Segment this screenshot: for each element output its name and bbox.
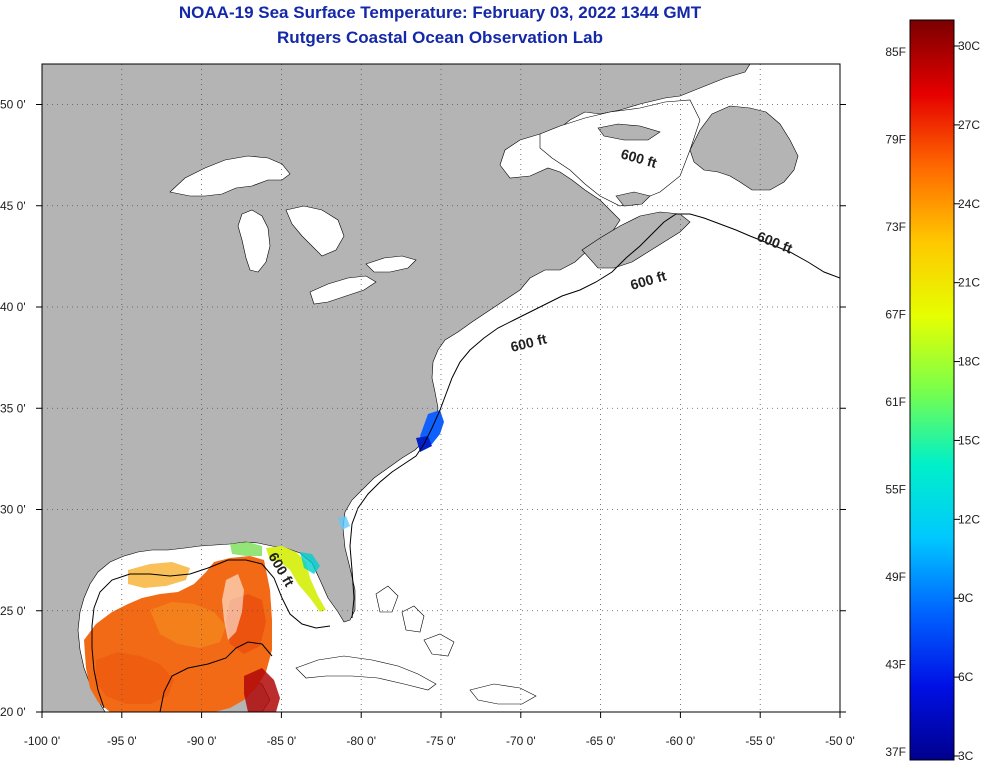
- map-title: NOAA-19 Sea Surface Temperature: Februar…: [40, 0, 840, 50]
- lat-tick-label: 45 0': [0, 199, 26, 213]
- colorbar-fahrenheit-label: 61F: [885, 395, 906, 409]
- anticosti-island: [597, 123, 661, 141]
- latitude-axis: 50 0' 45 0' 40 0' 35 0' 30 0' 25 0' 20 0': [0, 98, 846, 719]
- colorbar-celsius-label: 30C: [958, 39, 980, 53]
- colorbar-fahrenheit-labels: 85F 79F 73F 67F 61F 55F 49F 43F 37F: [885, 45, 906, 759]
- colorbar-fahrenheit-label: 37F: [885, 745, 906, 759]
- lat-tick-label: 35 0': [0, 401, 26, 415]
- isobath-600ft-gulf-south: [159, 641, 273, 712]
- isobath-600ft-east: [349, 213, 840, 619]
- colorbar-celsius-label: 3C: [958, 749, 974, 763]
- gulf-of-st-lawrence: [539, 99, 701, 207]
- lat-tick-label: 40 0': [0, 300, 26, 314]
- isobath-600ft-gulf: [91, 559, 331, 709]
- colorbar-fahrenheit-label: 55F: [885, 483, 906, 497]
- lon-tick-label: -95 0': [107, 734, 137, 748]
- longitude-axis: -100 0' -95 0' -90 0' -85 0' -80 0' -75 0' -70…: [24, 712, 855, 748]
- lon-tick-label: -60 0': [666, 734, 696, 748]
- colorbar-fahrenheit-label: 85F: [885, 45, 906, 59]
- colorbar-celsius-label: 6C: [958, 670, 974, 684]
- colorbar-fahrenheit-label: 79F: [885, 133, 906, 147]
- colorbar-fahrenheit-label: 49F: [885, 570, 906, 584]
- colorbar-fahrenheit-label: 43F: [885, 658, 906, 672]
- lake-ontario: [365, 255, 417, 273]
- colorbar-fahrenheit-label: 73F: [885, 220, 906, 234]
- lat-tick-label: 25 0': [0, 604, 26, 618]
- lake-huron: [285, 205, 345, 257]
- colorbar-celsius-label: 27C: [958, 118, 980, 132]
- lon-tick-label: -50 0': [825, 734, 855, 748]
- bahamas-2: [401, 605, 425, 633]
- colorbar-celsius-label: 18C: [958, 355, 980, 369]
- pei-island: [615, 191, 651, 207]
- title-line-1: NOAA-19 Sea Surface Temperature: Februar…: [178, 3, 702, 22]
- lon-tick-label: -65 0': [586, 734, 616, 748]
- bahamas-1: [375, 585, 399, 613]
- hispaniola: [469, 683, 537, 705]
- lon-tick-label: -80 0': [346, 734, 376, 748]
- lat-tick-label: 30 0': [0, 503, 26, 517]
- lat-tick-label: 20 0': [0, 705, 26, 719]
- lake-superior: [169, 155, 291, 197]
- lake-erie: [309, 275, 377, 305]
- map-grid: [42, 64, 840, 712]
- colorbar: [909, 19, 955, 761]
- colorbar-celsius-label: 12C: [958, 512, 980, 526]
- lon-tick-label: -55 0': [745, 734, 775, 748]
- lon-tick-label: -85 0': [267, 734, 297, 748]
- gulf-sst-data: [84, 542, 326, 712]
- colorbar-celsius-label: 15C: [958, 433, 980, 447]
- colorbar-fahrenheit-label: 67F: [885, 308, 906, 322]
- colorbar-celsius-label: 24C: [958, 197, 980, 211]
- title-line-2: Rutgers Coastal Ocean Observation Lab: [277, 28, 603, 47]
- bahamas-3: [423, 633, 455, 657]
- colorbar-celsius-label: 9C: [958, 591, 974, 605]
- newfoundland: [689, 105, 799, 191]
- colorbar-celsius-labels: 30C 27C 24C 21C 18C 15C 12C 9C 6C 3C: [954, 39, 980, 763]
- colorbar-celsius-label: 21C: [958, 276, 980, 290]
- lake-michigan: [237, 209, 271, 273]
- lon-tick-label: -70 0': [506, 734, 536, 748]
- lon-tick-label: -100 0': [24, 734, 60, 748]
- cuba: [295, 655, 437, 691]
- lat-tick-label: 50 0': [0, 98, 26, 112]
- lon-tick-label: -90 0': [187, 734, 217, 748]
- lon-tick-label: -75 0': [426, 734, 456, 748]
